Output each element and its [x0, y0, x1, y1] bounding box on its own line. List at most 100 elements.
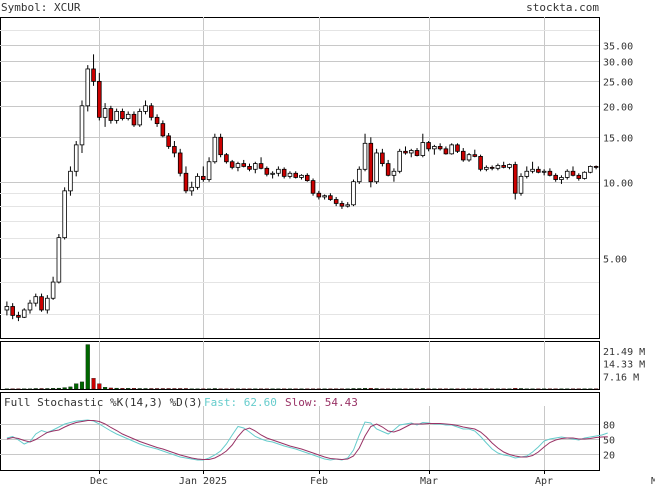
candle-down	[455, 144, 460, 152]
candle-up	[588, 166, 593, 173]
volume-bar	[247, 388, 252, 390]
symbol-label: Symbol: XCUR	[1, 1, 81, 14]
volume-bar	[576, 388, 581, 390]
candle-up	[362, 142, 368, 170]
volume-bar	[391, 388, 396, 390]
candle-down	[547, 170, 553, 176]
candle-up	[420, 142, 426, 156]
candle-up	[484, 166, 489, 170]
volume-bar	[513, 388, 518, 390]
volume-bar	[461, 388, 466, 390]
candle-down	[91, 68, 96, 82]
x-tick-label: May	[651, 476, 655, 486]
candle-down	[218, 136, 223, 156]
candle-up	[351, 181, 356, 206]
volume-bar	[305, 388, 310, 390]
candle-up	[68, 170, 73, 192]
price-frame	[0, 17, 600, 339]
candle-down	[380, 152, 385, 164]
candle-up	[21, 309, 27, 318]
candle-down	[131, 113, 137, 126]
candle-up	[345, 204, 350, 207]
candle-down	[368, 142, 374, 183]
volume-bar	[74, 383, 79, 390]
volume-bar	[559, 388, 564, 390]
volume-bar	[276, 388, 281, 390]
price-tick-label: 25.00	[603, 78, 633, 89]
volume-bar	[311, 388, 316, 390]
volume-bar	[380, 388, 385, 390]
stochastic-fast-label: Fast: 62.60	[204, 396, 277, 409]
volume-bar	[212, 388, 217, 390]
candle-up	[33, 296, 39, 304]
volume-bar	[230, 388, 235, 390]
volume-bar	[137, 388, 142, 390]
volume-bar	[218, 388, 223, 390]
candle-down	[166, 135, 171, 147]
candle-up	[62, 190, 67, 239]
volume-bar	[351, 388, 356, 390]
volume-bar	[131, 388, 137, 390]
volume-bar	[195, 388, 200, 390]
candle-up	[125, 113, 131, 119]
volume-bar	[553, 388, 558, 390]
candle-down	[183, 172, 189, 192]
price-tick-label: 35.00	[603, 42, 633, 53]
candle-up	[114, 111, 119, 121]
volume-bar	[397, 388, 402, 390]
candle-down	[385, 163, 391, 176]
volume-bar	[97, 383, 102, 390]
candle-down	[460, 150, 466, 161]
volume-bar	[524, 388, 529, 390]
candle-down	[414, 150, 420, 156]
volume-bar	[85, 344, 90, 390]
stochastic-title: Full Stochastic %K(14,3) %D(3)	[4, 396, 203, 409]
candle-down	[339, 203, 345, 207]
candle-down	[426, 142, 431, 150]
volume-bar	[547, 388, 552, 390]
volume-bar	[501, 388, 506, 390]
candle-up	[27, 302, 33, 311]
volume-bar	[235, 388, 240, 390]
candle-up	[507, 164, 512, 168]
candle-down	[120, 111, 125, 119]
candle-down	[258, 163, 264, 169]
price-panel: 35.00 30.00 25.00 20.00 15.00 10.00 5.00	[0, 17, 633, 339]
candle-up	[541, 170, 547, 173]
volume-bar	[178, 388, 183, 390]
volume-bar	[415, 388, 420, 390]
x-axis: Dec Jan 2025 Feb Mar Apr May	[90, 470, 655, 486]
volume-bar	[149, 388, 154, 390]
volume-bar	[403, 388, 408, 390]
candle-down	[16, 315, 21, 318]
volume-bar	[172, 388, 177, 390]
volume-bar	[16, 388, 21, 390]
candle-down	[39, 296, 44, 311]
x-tick-label: Dec	[90, 476, 108, 486]
volume-bar	[339, 388, 344, 390]
volume-bar	[201, 388, 206, 390]
candle-up	[85, 68, 91, 107]
volume-bar	[114, 387, 119, 390]
stochastic-panel: Full Stochastic %K(14,3) %D(3) Fast: 62.…	[0, 392, 615, 471]
volume-bar	[224, 388, 229, 390]
candle-up	[56, 237, 62, 283]
volume-bar	[455, 388, 460, 390]
candle-down	[241, 163, 247, 167]
volume-bar	[594, 388, 599, 390]
volume-bar	[189, 388, 194, 390]
volume-bar	[79, 381, 85, 390]
volume-bar	[495, 388, 500, 390]
candle-up	[287, 172, 293, 177]
x-tick-label: Jan 2025	[179, 476, 227, 486]
price-tick-label: 10.00	[603, 179, 633, 190]
volume-bar	[91, 378, 96, 390]
volume-bar	[536, 388, 541, 390]
stochastic-line-fast	[6, 419, 608, 461]
candle-down	[576, 174, 582, 179]
candle-up	[582, 171, 587, 179]
volume-bar	[484, 388, 489, 390]
candle-down	[154, 116, 160, 125]
volume-bar	[45, 388, 50, 390]
